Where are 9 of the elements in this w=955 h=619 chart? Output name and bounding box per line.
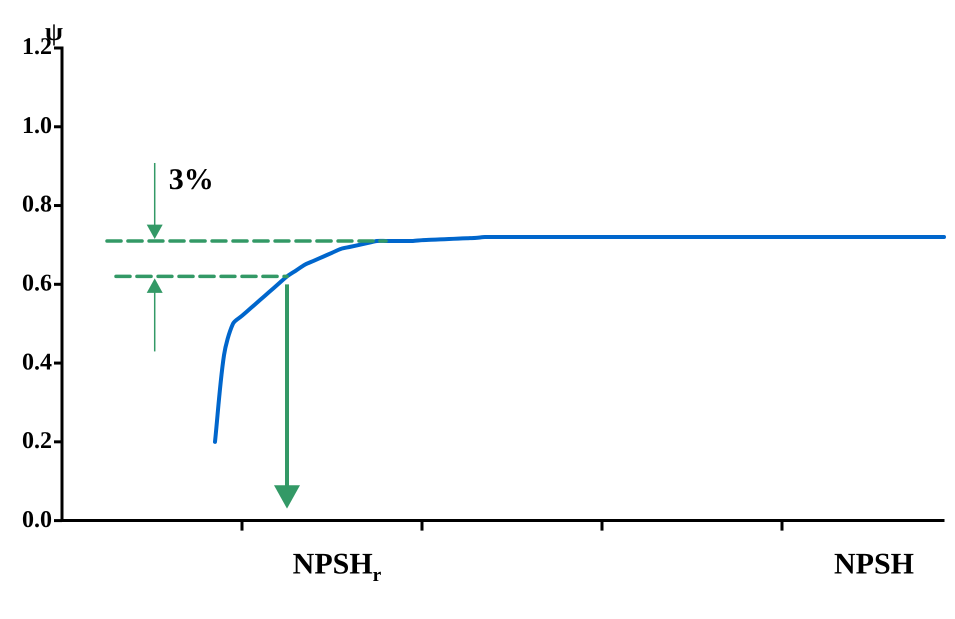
line-series (213, 235, 946, 444)
y-tick-label: 1.0 (22, 112, 52, 139)
y-tick-label: 0.4 (22, 349, 52, 376)
annotation: 3% (168, 162, 214, 196)
y-tick-label: 0.0 (22, 506, 52, 533)
y-tick-label: 0.2 (22, 428, 52, 454)
text: NPSH (834, 548, 914, 581)
y-tick-label: 0.8 (22, 192, 52, 218)
y-tick-label: 0.6 (22, 270, 52, 297)
